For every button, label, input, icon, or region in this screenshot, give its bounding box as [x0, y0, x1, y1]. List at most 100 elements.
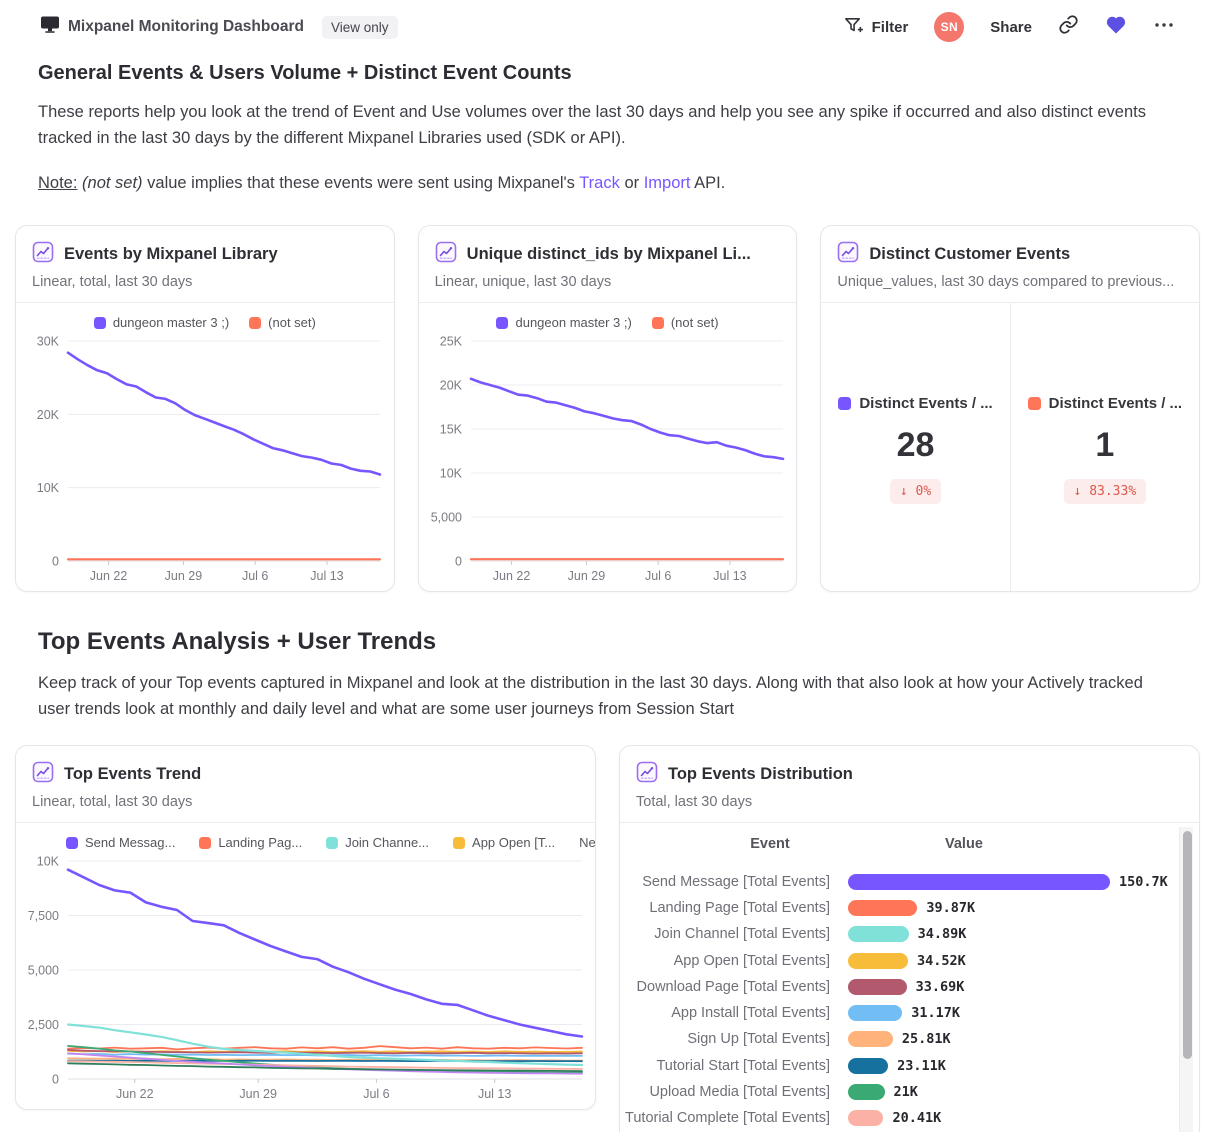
table-scrollbar[interactable]: [1179, 826, 1193, 1132]
table-row[interactable]: Download Page [Total Events] 33.69K: [620, 974, 1199, 1000]
event-name: App Install [Total Events]: [671, 1005, 830, 1022]
card-title[interactable]: Top Events Trend: [64, 764, 202, 783]
legend-item[interactable]: App Open [T...: [453, 835, 555, 850]
filter-label: Filter: [871, 18, 909, 36]
trend-line-chart[interactable]: 0 2,500 5,000 7,500 10K Jun 22 Jun 29 Jul 6 Jul …: [16, 853, 596, 1109]
legend-item[interactable]: (not set): [249, 315, 316, 330]
report-chart-icon: [837, 241, 859, 268]
value-label: 25.81K: [901, 1031, 951, 1048]
card-title[interactable]: Unique distinct_ids by Mixpanel Li...: [466, 244, 751, 263]
scrollbar-thumb[interactable]: [1183, 830, 1192, 1059]
table-row[interactable]: Landing Page [Total Events] 39.87K: [620, 895, 1199, 921]
legend-label: Send Messag...: [85, 835, 176, 851]
svg-text:25K: 25K: [439, 334, 462, 348]
svg-text:0: 0: [455, 554, 462, 568]
distribution-table: Event Value Send Message [Total Events] 1…: [620, 826, 1199, 1132]
legend-label: App Open [T...: [472, 835, 556, 851]
note-label: Note:: [38, 173, 78, 192]
table-row[interactable]: Sign Up [Total Events] 25.81K: [620, 1026, 1199, 1052]
filter-button[interactable]: Filter: [843, 15, 909, 40]
event-name: App Open [Total Events]: [673, 952, 830, 969]
report-chart-icon: [32, 761, 54, 788]
filter-funnel-icon: [843, 15, 864, 40]
svg-text:Jun 22: Jun 22: [116, 1087, 154, 1101]
legend-label: dungeon master 3 ;): [515, 315, 632, 331]
value-bar: [848, 1057, 889, 1074]
metric-label-text: Distinct Events / ...: [1048, 395, 1183, 413]
legend-swatch: [66, 836, 78, 849]
section2-heading: Top Events Analysis + User Trends: [38, 627, 437, 655]
svg-text:Jul 6: Jul 6: [242, 569, 268, 583]
value-bar: [848, 1005, 903, 1022]
legend-swatch: [326, 836, 339, 849]
table-row[interactable]: Join Channel [Total Events] 34.89K: [620, 921, 1199, 947]
metric-label: Distinct Events / ...: [1027, 395, 1183, 413]
legend-item[interactable]: Next 8: [579, 835, 596, 851]
legend-label: (not set): [670, 315, 719, 331]
unique-line-chart[interactable]: 0 5,000 10K 15K 20K 25K Jun 22 Jun 29 Jul 6 Jul 1…: [419, 333, 797, 591]
share-label: Share: [990, 18, 1032, 36]
avatar[interactable]: SN: [934, 12, 965, 42]
legend-item[interactable]: (not set): [651, 315, 719, 331]
svg-text:Jun 29: Jun 29: [239, 1087, 277, 1101]
legend-item[interactable]: Landing Pag...: [199, 835, 302, 850]
column-header-value: Value: [945, 835, 983, 852]
card-subtitle: Total, last 30 days: [636, 793, 753, 810]
value-label: 20.41K: [892, 1110, 942, 1127]
section2-description: Keep track of your Top events captured i…: [38, 673, 1143, 719]
report-chart-icon: [32, 241, 54, 268]
svg-text:Jul 13: Jul 13: [713, 569, 746, 583]
svg-text:Jul 13: Jul 13: [478, 1087, 511, 1101]
svg-text:7,500: 7,500: [28, 909, 59, 923]
event-name: Send Message [Total Events]: [642, 873, 830, 890]
svg-text:Jun 22: Jun 22: [90, 569, 128, 583]
table-row[interactable]: Tutorial Complete [Total Events] 20.41K: [620, 1105, 1199, 1131]
table-row[interactable]: Send Message [Total Events] 150.7K: [620, 869, 1199, 895]
card-top-events-distribution: Top Events Distribution Total, last 30 d…: [619, 744, 1200, 1132]
legend-item[interactable]: Join Channe...: [326, 835, 429, 850]
legend-item[interactable]: Send Messag...: [66, 835, 175, 850]
legend-label: Next 8: [579, 835, 596, 851]
svg-text:Jun 29: Jun 29: [165, 569, 203, 583]
legend-swatch: [496, 316, 509, 329]
card-events-by-library: Events by Mixpanel Library Linear, total…: [15, 224, 395, 592]
card-title[interactable]: Events by Mixpanel Library: [64, 244, 278, 263]
share-button[interactable]: Share: [990, 19, 1032, 36]
copy-link-icon[interactable]: [1058, 14, 1079, 40]
svg-text:Jul 13: Jul 13: [310, 569, 343, 583]
column-header-event: Event: [750, 835, 790, 852]
table-row[interactable]: App Install [Total Events] 31.17K: [620, 1000, 1199, 1026]
svg-text:10K: 10K: [37, 481, 60, 495]
metric-column: Distinct Events / ... 1 ↓ 83.33%: [1009, 302, 1199, 591]
svg-text:5,000: 5,000: [28, 963, 59, 977]
svg-text:Jul 6: Jul 6: [645, 569, 671, 583]
legend-item[interactable]: dungeon master 3 ;): [93, 315, 229, 330]
table-row[interactable]: Tutorial Start [Total Events] 23.11K: [620, 1053, 1199, 1079]
distribution-rows: Send Message [Total Events] 150.7K Landing…: [620, 869, 1199, 1132]
svg-text:10K: 10K: [439, 466, 462, 480]
more-menu-icon[interactable]: [1153, 15, 1175, 40]
table-row[interactable]: Upload Media [Total Events] 21K: [620, 1079, 1199, 1105]
chart-legend: dungeon master 3 ;) (not set): [16, 315, 394, 331]
import-link[interactable]: Import: [643, 173, 691, 192]
track-link[interactable]: Track: [579, 173, 620, 192]
card-title[interactable]: Distinct Customer Events: [869, 244, 1071, 263]
metric-delta-badge: ↓ 0%: [889, 479, 942, 505]
event-name: Download Page [Total Events]: [636, 978, 830, 995]
value-label: 34.52K: [917, 952, 966, 969]
legend-swatch: [453, 836, 466, 849]
svg-text:Jun 29: Jun 29: [567, 569, 605, 583]
monitor-emoji-icon: [40, 15, 60, 39]
card-title[interactable]: Top Events Distribution: [668, 764, 853, 783]
favorite-heart-icon[interactable]: [1105, 15, 1127, 40]
table-row[interactable]: App Open [Total Events] 34.52K: [620, 947, 1199, 973]
svg-text:10K: 10K: [37, 854, 60, 868]
events-line-chart[interactable]: 0 10K 20K 30K Jun 22 Jun 29 Jul 6 Jul 13: [16, 333, 394, 591]
svg-text:5,000: 5,000: [430, 510, 461, 524]
legend-item[interactable]: dungeon master 3 ;): [496, 315, 632, 331]
value-bar: [848, 1110, 884, 1127]
section1-note: Note: (not set) value implies that these…: [38, 173, 726, 192]
metric-label-text: Distinct Events / ...: [859, 395, 993, 413]
value-bar: [848, 873, 1110, 890]
